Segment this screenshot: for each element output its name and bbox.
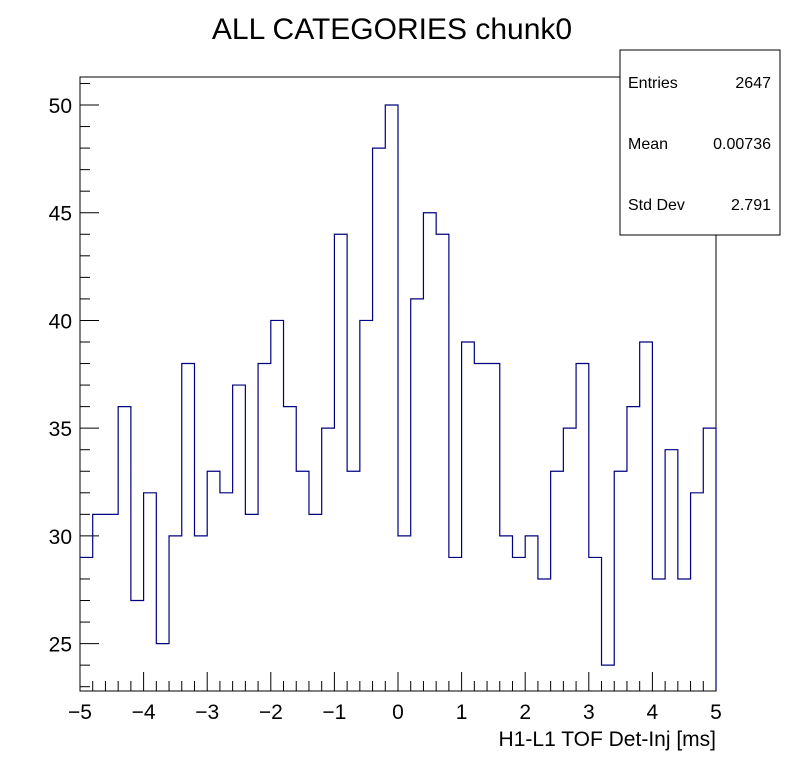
y-tick-label: 35 <box>49 418 72 441</box>
x-tick-label: −3 <box>195 701 219 724</box>
stats-stddev-value: 2.791 <box>731 197 771 214</box>
y-tick-label: 25 <box>49 634 72 657</box>
stats-entries-label: Entries <box>628 75 678 92</box>
chart-title: ALL CATEGORIES chunk0 <box>212 13 572 46</box>
stats-box-frame <box>619 49 781 236</box>
y-tick-label: 45 <box>49 203 72 226</box>
x-tick-label: 0 <box>392 701 404 724</box>
y-tick-label: 30 <box>49 526 72 549</box>
stats-mean-value: 0.00736 <box>713 136 771 153</box>
stats-stddev-label: Std Dev <box>628 197 685 214</box>
y-tick-label: 40 <box>49 310 72 333</box>
stats-mean-label: Mean <box>628 136 668 153</box>
x-tick-label: −1 <box>322 701 346 724</box>
x-tick-label: 1 <box>456 701 468 724</box>
x-axis-label: H1-L1 TOF Det-Inj [ms] <box>499 728 716 751</box>
x-tick-label: 2 <box>519 701 531 724</box>
x-tick-label: −4 <box>132 701 156 724</box>
x-axis: −5 −4 −3 −2 −1 0 1 2 3 4 5 <box>68 672 722 724</box>
x-tick-label: −2 <box>259 701 283 724</box>
x-tick-label: 5 <box>710 701 722 724</box>
stats-box: Entries 2647 Mean 0.00736 Std Dev 2.791 <box>619 49 781 236</box>
y-axis: 25 30 35 40 45 50 <box>49 82 99 688</box>
stats-entries-value: 2647 <box>735 75 771 92</box>
histogram-series-line <box>80 104 717 691</box>
x-tick-label: −5 <box>68 701 92 724</box>
y-tick-label: 50 <box>49 95 72 118</box>
x-tick-label: 3 <box>583 701 595 724</box>
x-tick-label: 4 <box>647 701 659 724</box>
